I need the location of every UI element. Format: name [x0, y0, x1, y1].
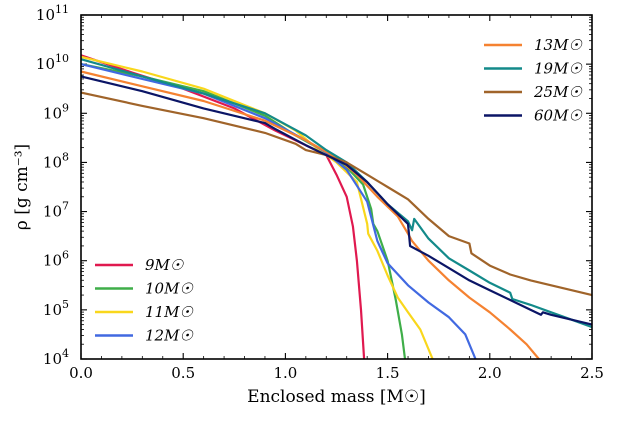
- y-tick-label: 104: [43, 347, 69, 368]
- y-tick-label: 1010: [36, 52, 69, 73]
- y-tick-label: 108: [43, 150, 69, 171]
- legend-label: 10M☉: [145, 280, 193, 298]
- y-axis-label: ρ [g cm⁻³]: [12, 144, 32, 230]
- legend-label: 13M☉: [534, 36, 582, 54]
- x-tick-label: 1.0: [273, 364, 297, 382]
- legend-label: 25M☉: [533, 83, 582, 101]
- y-tick-label: 107: [43, 200, 69, 221]
- y-tick-label: 106: [43, 249, 69, 270]
- legend-label: 9M☉: [145, 256, 184, 274]
- legend-lower-left: 9M☉ 10M☉ 11M☉ 12M☉: [95, 256, 193, 345]
- x-tick-label: 1.5: [376, 364, 400, 382]
- series-line-12msun: [80, 63, 477, 360]
- legend-label: 60M☉: [534, 107, 582, 125]
- plot-frame: [80, 14, 593, 360]
- x-tick-label: 0.5: [171, 364, 195, 382]
- y-tick-label: 1011: [36, 3, 69, 24]
- x-axis-label: Enclosed mass [M☉]: [247, 387, 426, 407]
- series-line-13msun: [80, 70, 540, 360]
- x-tick-label: 0.0: [69, 364, 93, 382]
- legend-upper-right: 13M☉ 19M☉ 25M☉ 60M☉: [484, 36, 582, 125]
- x-tick-label: 2.0: [478, 364, 502, 382]
- series-line-60msun: [80, 75, 593, 326]
- series-line-25msun: [80, 91, 593, 297]
- legend-label: 12M☉: [145, 327, 193, 345]
- series-lines: [80, 54, 593, 360]
- series-line-11msun: [80, 55, 434, 360]
- x-tick-label: 2.5: [580, 364, 604, 382]
- series-line-19msun: [80, 58, 593, 329]
- y-tick-label: 105: [43, 298, 69, 319]
- legend-label: 19M☉: [534, 60, 582, 78]
- y-tick-label: 109: [43, 101, 69, 122]
- legend-label: 11M☉: [145, 303, 193, 321]
- tick-labels: 0.0 0.5 1.0 1.5 2.0 2.5 104 105 106 107 108 109 1010…: [36, 3, 604, 382]
